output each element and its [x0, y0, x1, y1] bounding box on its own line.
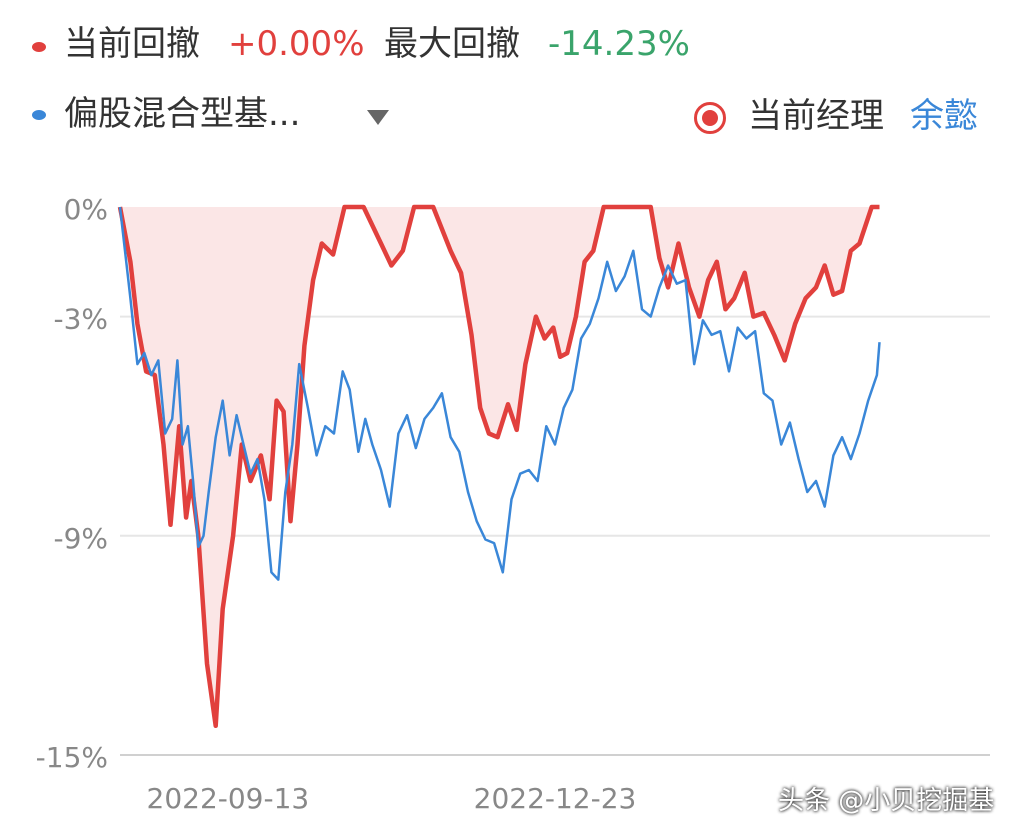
series-1-dot: [32, 42, 46, 52]
series-lines: [117, 204, 881, 729]
y-tick-label: -3%: [53, 303, 108, 336]
legend-row-2: 偏股混合型基... 当前经理 余懿: [0, 86, 1022, 146]
benchmark-selector-label[interactable]: 偏股混合型基...: [64, 94, 301, 134]
series-1-area: [120, 207, 880, 726]
max-drawdown-label: 最大回撤: [384, 24, 520, 64]
series-1-line: [117, 204, 880, 729]
x-tick-label: 2022-12-23: [474, 782, 637, 815]
manager-radio-icon[interactable]: [694, 102, 726, 134]
y-tick-label: 0%: [64, 193, 108, 226]
series-1-value: +0.00%: [228, 24, 365, 64]
x-tick-label: 2022-09-13: [147, 782, 310, 815]
series-2-line: [118, 206, 881, 581]
x-axis: 2022-09-13 2022-12-23: [147, 782, 637, 815]
watermark: 头条 @小贝挖掘基: [778, 786, 995, 816]
chevron-down-icon[interactable]: [367, 110, 389, 125]
manager-label: 当前经理: [748, 96, 884, 136]
y-tick-label: -9%: [53, 522, 108, 555]
area-fill: [120, 207, 880, 726]
legend-row-1: 当前回撤 +0.00% 最大回撤 -14.23%: [0, 18, 1022, 78]
y-tick-label: -15%: [36, 741, 108, 774]
series-1-label: 当前回撤: [64, 24, 200, 64]
max-drawdown-value: -14.23%: [548, 24, 690, 64]
manager-name-link[interactable]: 余懿: [910, 96, 978, 136]
series-2-dot: [32, 110, 46, 120]
y-axis: 0% -3% -9% -15%: [36, 193, 108, 774]
